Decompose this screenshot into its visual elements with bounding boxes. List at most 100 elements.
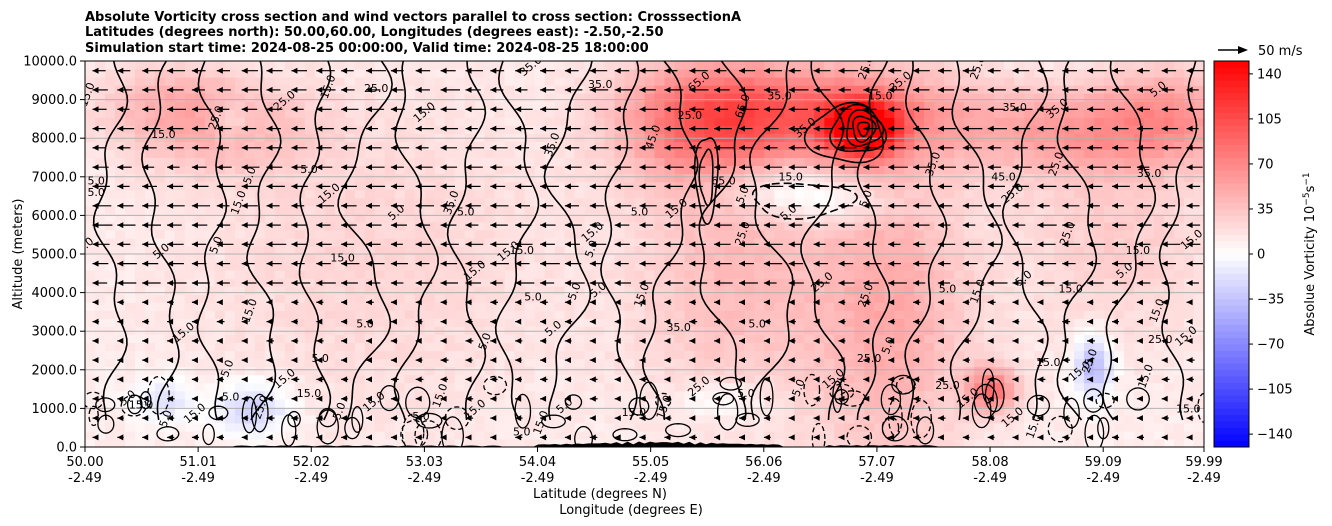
vorticity-cell [164,294,176,303]
vorticity-cell [284,318,296,327]
vorticity-cell [424,318,436,327]
vorticity-cell [1054,406,1065,416]
vorticity-cell [964,149,975,159]
vorticity-cell [524,374,536,384]
vorticity-cell [144,270,156,279]
vorticity-cell [504,173,516,183]
vorticity-cell [1104,318,1115,327]
vorticity-cell [484,398,496,408]
vorticity-cell [774,294,785,303]
vorticity-cell [944,157,955,167]
vorticity-cell [364,229,376,239]
vorticity-cell [724,221,735,231]
vorticity-cell [874,197,885,207]
vorticity-cell [904,85,915,94]
vorticity-cell [884,61,895,70]
vorticity-cell [944,294,955,303]
vorticity-cell [674,302,686,311]
vorticity-cell [964,310,975,319]
vorticity-cell [874,358,885,368]
vorticity-cell [224,69,236,78]
vorticity-cell [374,117,386,126]
vorticity-cell [584,197,596,207]
vorticity-cell [394,430,406,440]
vorticity-cell [554,189,566,199]
vorticity-cell [714,197,725,207]
vorticity-cell [514,93,526,102]
vorticity-cell [574,109,586,118]
vorticity-cell [864,262,875,271]
vorticity-cell [974,205,985,215]
vorticity-cell [874,294,885,303]
vorticity-cell [324,302,336,311]
vorticity-cell [444,254,456,263]
vorticity-cell [814,229,825,239]
vorticity-cell [1104,229,1115,239]
vorticity-cell [764,61,775,70]
vorticity-cell [1054,221,1065,231]
vorticity-cell [1004,374,1015,384]
vorticity-cell [344,197,356,207]
vorticity-cell [414,358,426,368]
vorticity-cell [564,205,576,215]
vorticity-cell [1014,229,1025,239]
vorticity-cell [944,262,955,271]
vorticity-cell [115,189,126,199]
vorticity-cell [234,398,246,408]
vorticity-cell [1044,101,1055,110]
vorticity-cell [854,173,865,183]
vorticity-cell [334,125,346,134]
vorticity-cell [994,342,1005,352]
vorticity-cell [614,229,626,239]
vorticity-cell [704,173,715,183]
vorticity-cell [664,246,676,255]
vorticity-cell [654,213,666,223]
vorticity-cell [184,101,196,110]
vorticity-cell [754,318,765,327]
vorticity-cell [424,366,436,376]
vorticity-cell [684,414,696,424]
vorticity-cell [704,141,715,150]
vorticity-cell [184,157,196,167]
vorticity-cell [954,294,965,303]
vorticity-cell [804,342,815,352]
vorticity-cell [174,262,186,271]
vorticity-cell [914,366,925,376]
vorticity-cell [404,205,416,215]
vorticity-cell [874,165,885,175]
vorticity-cell [394,61,406,70]
vorticity-cell [454,213,466,223]
vorticity-cell [574,221,586,231]
vorticity-cell [115,294,126,303]
vorticity-cell [1104,69,1115,78]
vorticity-cell [944,318,955,327]
vorticity-cell [105,350,116,360]
vorticity-cell [734,101,745,110]
vorticity-cell [674,294,686,303]
vorticity-cell [1084,262,1095,271]
vorticity-cell [764,109,775,118]
vorticity-cell [234,382,246,392]
vorticity-cell [144,69,156,78]
vorticity-cell [1044,262,1055,271]
vorticity-cell [354,77,366,86]
vorticity-cell [544,237,556,247]
vorticity-cell [1034,366,1045,376]
vorticity-cell [724,294,735,303]
vorticity-cell [95,350,106,360]
vorticity-cell [484,254,496,263]
vorticity-cell [914,141,925,150]
vorticity-cell [424,406,436,416]
vorticity-cell [144,382,156,392]
vorticity-cell [924,205,935,215]
vorticity-cell [354,205,366,215]
vorticity-cell [404,197,416,207]
vorticity-cell [334,157,346,167]
vorticity-cell [294,439,306,447]
vorticity-cell [554,101,566,110]
vorticity-cell [1104,101,1115,110]
vorticity-cell [804,181,815,191]
vorticity-cell [674,157,686,167]
vorticity-cell [204,390,216,400]
vorticity-cell [634,366,646,376]
